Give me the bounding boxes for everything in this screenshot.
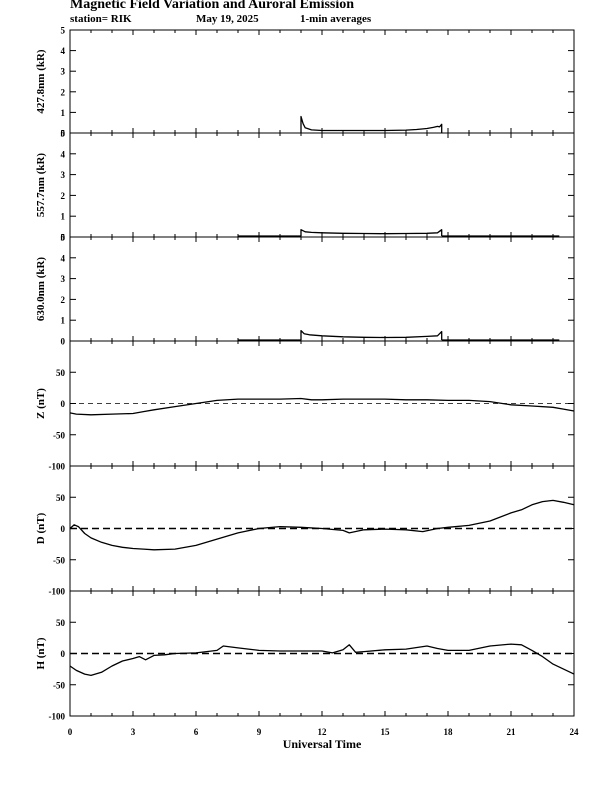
y-tick-label: 0 [61,337,66,347]
y-tick-label: 4 [61,253,66,263]
y-tick-label: 4 [61,149,66,159]
x-tick-label: 3 [131,727,136,737]
y-tick-label: 0 [61,649,66,659]
y-axis-label: 630.0nm (kR) [35,257,47,322]
x-tick-label: 21 [507,727,517,737]
y-tick-label: 0 [61,233,66,243]
series-line [300,329,443,340]
y-tick-label: -50 [53,430,65,440]
panel-frame [69,236,575,342]
y-tick-label: 5 [61,129,66,139]
panel-frame [69,132,575,238]
x-tick-label: 12 [318,727,328,737]
y-tick-label: -100 [49,587,66,597]
x-tick-label: 6 [194,727,199,737]
panel-pH: -100 -50 0 50 H (nT) [35,590,575,722]
y-tick-label: 0 [61,129,66,139]
date-label: May 19, 2025 [196,13,259,25]
y-tick-label: 1 [61,316,66,326]
y-tick-label: 5 [61,26,66,36]
y-axis-label: D (nT) [35,512,47,544]
y-tick-label: 50 [56,493,66,503]
series-line [300,115,443,133]
y-axis-label: 427.8nm (kR) [35,49,47,114]
y-tick-label: 50 [56,618,66,628]
y-tick-label: -100 [49,462,66,472]
panel-frame [69,590,575,717]
station-label: station= RIK [70,13,132,25]
y-tick-label: 4 [61,46,66,56]
y-tick-label: 3 [61,67,66,77]
y-tick-label: 2 [61,191,66,201]
y-tick-label: 1 [61,212,66,222]
y-tick-label: 1 [61,108,66,118]
x-tick-label: 15 [381,727,391,737]
series-line [300,229,443,236]
x-tick-label: 0 [68,727,73,737]
y-axis-label: H (nT) [35,637,47,669]
y-axis-label: Z (nT) [35,388,47,419]
y-tick-label: 3 [61,274,66,284]
x-tick-label: 18 [444,727,454,737]
panel-p6300: 0 1 2 3 4 5 630.0nm (kR) [35,233,575,347]
y-tick-label: 50 [56,368,66,378]
panel-frame [69,29,575,134]
y-tick-label: 3 [61,170,66,180]
y-axis-label: 557.7nm (kR) [35,153,47,218]
y-tick-label: -50 [53,555,65,565]
y-tick-label: 0 [61,399,66,409]
x-axis-label: Universal Time [283,737,362,751]
y-tick-label: 2 [61,295,66,305]
averaging-label: 1-min averages [300,13,372,25]
x-tick-label: 9 [257,727,262,737]
y-tick-label: -50 [53,680,65,690]
y-tick-label: 5 [61,233,66,243]
y-tick-label: 2 [61,87,66,97]
y-tick-label: 0 [61,524,66,534]
series-line [69,643,575,677]
chart-title: Magnetic Field Variation and Auroral Emi… [70,0,355,12]
x-tick-label: 24 [570,727,580,737]
panel-p4278: 0 1 2 3 4 5 427.8nm (kR) [35,26,575,139]
panel-p5577: 0 1 2 3 4 5 557.7nm (kR) [35,129,575,243]
y-tick-label: -100 [49,712,66,722]
panel-pZ: -100 -50 0 50 Z (nT) [35,340,575,472]
panel-pD: -100 -50 0 50 D (nT) [35,465,575,597]
series-line [69,397,575,416]
series-line [69,499,575,551]
